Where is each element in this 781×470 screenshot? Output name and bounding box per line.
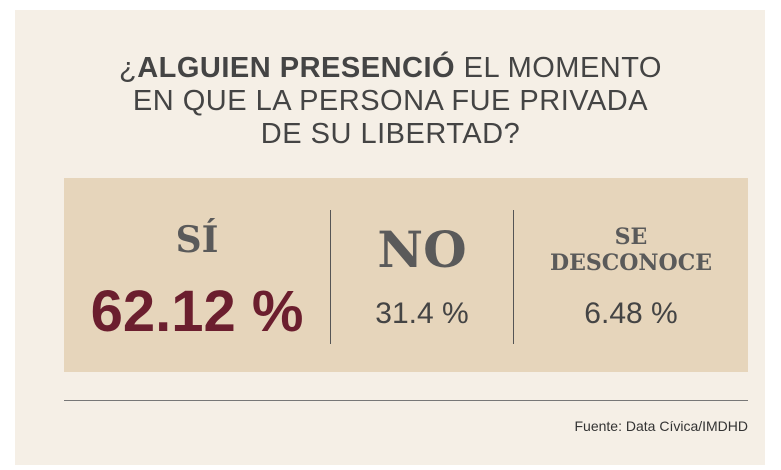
title-line: DE SU LIBERTAD?	[260, 118, 521, 150]
result-yes: SÍ 62.12 %	[64, 178, 330, 372]
title-rest: EL MOMENTO	[455, 52, 662, 84]
title-bold: ALGUIEN PRESENCIÓ	[137, 52, 456, 84]
results-box: SÍ 62.12 % NO 31.4 % SE DESCONOCE 6.48 %	[64, 178, 748, 372]
separator	[64, 400, 748, 401]
result-no: NO 31.4 %	[331, 178, 513, 372]
label: SE DESCONOCE	[550, 224, 712, 276]
divider	[513, 210, 514, 344]
value: 31.4 %	[375, 297, 469, 330]
title: ¿ALGUIEN PRESENCIÓ EL MOMENTO EN QUE LA …	[0, 52, 781, 151]
title-prefix: ¿	[118, 52, 138, 84]
title-line: EN QUE LA PERSONA FUE PRIVADA	[132, 85, 649, 117]
label: NO	[377, 220, 467, 279]
result-unknown: SE DESCONOCE 6.48 %	[514, 178, 748, 372]
value: 6.48 %	[584, 297, 678, 330]
divider	[330, 210, 331, 344]
label: SÍ	[175, 219, 219, 261]
source: Fuente: Data Cívica/IMDHD	[574, 418, 749, 434]
value: 62.12 %	[90, 279, 304, 344]
